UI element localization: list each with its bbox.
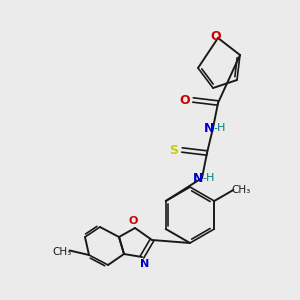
Text: CH₃: CH₃ [232,185,251,195]
Text: -H: -H [214,123,226,133]
Text: N: N [140,259,150,269]
Text: CH₃: CH₃ [52,248,71,257]
Text: O: O [128,216,138,226]
Text: N: N [204,122,214,134]
Text: N: N [193,172,203,184]
Text: O: O [211,31,221,44]
Text: S: S [169,143,178,157]
Text: -H: -H [203,173,215,183]
Text: O: O [180,94,190,106]
